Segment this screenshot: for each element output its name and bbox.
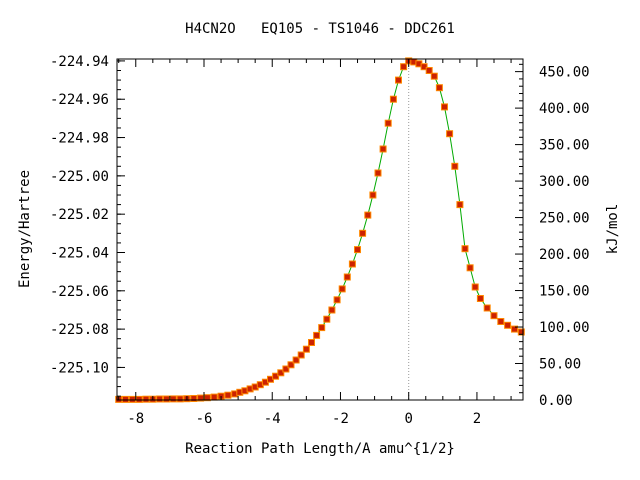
y2-tick-label: 350.00 [539, 138, 590, 154]
data-point [354, 246, 361, 254]
data-point [169, 395, 177, 403]
y-axis-right: 0.00 50.00 100.00 150.00 200.00 250.00 300.00 3… [515, 63, 590, 409]
series-line [118, 60, 522, 400]
data-point [420, 63, 428, 71]
data-point [128, 395, 136, 403]
data-point [348, 260, 356, 268]
data-point [476, 295, 484, 302]
plot-area [115, 57, 525, 403]
data-point [490, 312, 498, 320]
data-point [287, 361, 295, 369]
data-point [308, 339, 315, 346]
x-tick-label: -4 [264, 411, 281, 427]
data-point [359, 229, 367, 237]
y2-tick-label: 50.00 [539, 357, 581, 373]
data-point [190, 395, 198, 402]
data-point [451, 162, 459, 170]
y-tick-label: -224.94 [50, 54, 109, 70]
data-point [323, 315, 331, 323]
data-point [369, 191, 377, 199]
data-point [163, 395, 170, 403]
data-point [142, 395, 150, 403]
y2-tick-label: 450.00 [539, 65, 590, 81]
y-tick-label: -225.08 [50, 322, 109, 338]
data-point [511, 325, 518, 333]
chart-title: H4CN2O EQ105 - TS1046 - DDC261 [185, 21, 455, 37]
data-point [156, 395, 164, 403]
y2-tick-label: 300.00 [539, 174, 590, 190]
data-point [395, 76, 402, 84]
y-tick-label: -225.04 [50, 245, 109, 261]
data-point [483, 304, 491, 312]
data-point [277, 369, 285, 377]
data-point [313, 331, 321, 339]
data-point [435, 84, 443, 92]
data-point [497, 318, 505, 325]
y-tick-label: -224.98 [50, 131, 109, 147]
y2-axis-label: kJ/mol [605, 204, 621, 255]
x-tick-label: 0 [404, 411, 412, 427]
data-point [441, 103, 448, 111]
data-point [135, 395, 143, 403]
data-point [374, 169, 382, 177]
data-point [400, 63, 408, 71]
y2-tick-label: 150.00 [539, 284, 590, 300]
data-point [302, 345, 310, 353]
data-point [210, 393, 218, 401]
data-point [224, 391, 232, 399]
y-tick-label: -225.00 [50, 169, 109, 185]
data-point [461, 245, 469, 253]
x-tick-label: -6 [196, 411, 213, 427]
data-point [379, 145, 387, 153]
data-point [389, 95, 397, 103]
y2-tick-label: 200.00 [539, 247, 590, 263]
data-point [176, 395, 184, 403]
data-point [384, 119, 392, 127]
x-tick-label: -2 [332, 411, 349, 427]
data-point [318, 324, 326, 332]
y2-tick-label: 250.00 [539, 211, 590, 227]
data-point [122, 395, 129, 403]
data-point [456, 201, 464, 209]
plot-frame [116, 58, 524, 401]
y-axis-label: Energy/Hartree [17, 170, 33, 288]
data-point [471, 283, 479, 291]
data-point [425, 67, 433, 74]
data-point [446, 130, 454, 138]
y-tick-label: -224.96 [50, 92, 109, 108]
y2-tick-label: 0.00 [539, 393, 573, 409]
y-axis-left: -224.94 -224.96 -224.98 -225.00 -225.02 -225.… [50, 54, 125, 397]
y-tick-label: -225.06 [50, 284, 109, 300]
data-point [282, 365, 290, 373]
x-tick-label: -8 [127, 411, 144, 427]
data-point [333, 296, 341, 304]
data-point [297, 351, 305, 359]
y2-tick-label: 100.00 [539, 320, 590, 336]
y-tick-label: -225.02 [50, 207, 109, 223]
data-point [430, 72, 438, 80]
x-axis: -8 -6 -4 -2 0 2 [118, 59, 512, 427]
data-point [504, 321, 512, 329]
data-point [343, 273, 351, 281]
data-point [517, 328, 525, 336]
data-point [292, 356, 300, 364]
data-point [364, 211, 372, 219]
data-point [466, 264, 474, 272]
data-point [338, 285, 346, 293]
x-axis-label: Reaction Path Length/A amu^{1/2} [185, 441, 455, 457]
data-point [328, 306, 336, 314]
x-tick-label: 2 [473, 411, 481, 427]
y-tick-label: -225.10 [50, 360, 109, 376]
y2-tick-label: 400.00 [539, 101, 590, 117]
